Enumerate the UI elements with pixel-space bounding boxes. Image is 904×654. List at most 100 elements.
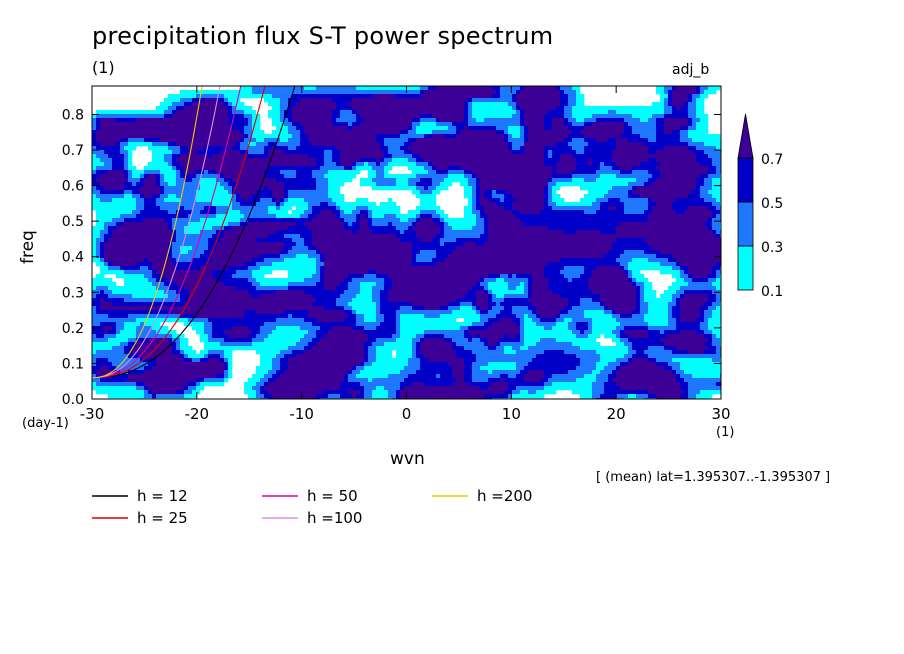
field-cell	[284, 102, 289, 107]
field-cell	[312, 206, 317, 211]
field-cell	[376, 222, 381, 227]
field-cell	[688, 106, 693, 111]
field-cell	[256, 126, 261, 131]
field-cell	[272, 94, 277, 99]
field-cell	[276, 198, 281, 203]
field-cell	[180, 210, 185, 215]
field-cell	[276, 202, 281, 207]
field-cell	[596, 118, 601, 123]
field-cell	[360, 110, 365, 115]
field-cell	[324, 118, 329, 123]
field-cell	[656, 166, 661, 171]
field-cell	[576, 134, 581, 139]
field-cell	[272, 206, 277, 211]
field-cell	[472, 110, 477, 115]
field-cell	[524, 146, 529, 151]
field-cell	[280, 206, 285, 211]
field-cell	[340, 130, 345, 135]
field-cell	[108, 194, 113, 199]
field-cell	[368, 138, 373, 143]
field-cell	[212, 222, 217, 227]
field-cell	[424, 134, 429, 139]
field-cell	[388, 202, 393, 207]
field-cell	[528, 166, 533, 171]
field-cell	[680, 98, 685, 103]
field-cell	[280, 106, 285, 111]
field-cell	[332, 94, 337, 99]
field-cell	[400, 86, 405, 91]
field-cell	[312, 218, 317, 223]
field-cell	[296, 118, 301, 123]
field-cell	[444, 94, 449, 99]
field-cell	[236, 218, 241, 223]
field-cell	[420, 142, 425, 147]
field-cell	[272, 202, 277, 207]
field-cell	[616, 114, 621, 119]
field-cell	[380, 178, 385, 183]
field-cell	[676, 178, 681, 183]
field-cell	[308, 110, 313, 115]
field-cell	[652, 202, 657, 207]
field-cell	[452, 130, 457, 135]
field-cell	[676, 150, 681, 155]
field-cell	[412, 90, 417, 95]
field-cell	[192, 102, 197, 107]
field-cell	[212, 198, 217, 203]
field-cell	[404, 138, 409, 143]
field-cell	[208, 102, 213, 107]
field-cell	[420, 94, 425, 99]
field-cell	[700, 194, 705, 199]
field-cell	[436, 166, 441, 171]
field-cell	[580, 206, 585, 211]
field-cell	[628, 110, 633, 115]
field-cell	[432, 86, 437, 91]
field-cell	[648, 194, 653, 199]
field-cell	[116, 162, 121, 167]
field-cell	[288, 218, 293, 223]
field-cell	[584, 114, 589, 119]
field-cell	[452, 126, 457, 131]
field-cell	[176, 110, 181, 115]
field-cell	[228, 122, 233, 127]
field-cell	[560, 106, 565, 111]
field-cell	[524, 130, 529, 135]
field-cell	[416, 174, 421, 179]
field-cell	[416, 114, 421, 119]
field-cell	[584, 158, 589, 163]
field-cell	[612, 130, 617, 135]
field-cell	[640, 110, 645, 115]
field-cell	[160, 110, 165, 115]
field-cell	[596, 182, 601, 187]
field-cell	[504, 86, 509, 91]
field-cell	[380, 102, 385, 107]
field-cell	[604, 146, 609, 151]
field-cell	[672, 114, 677, 119]
field-cell	[596, 122, 601, 127]
field-cell	[668, 178, 673, 183]
field-cell	[280, 174, 285, 179]
field-cell	[548, 110, 553, 115]
field-cell	[288, 102, 293, 107]
field-cell	[100, 194, 105, 199]
field-cell	[300, 150, 305, 155]
field-cell	[668, 198, 673, 203]
field-cell	[476, 170, 481, 175]
field-cell	[196, 210, 201, 215]
field-cell	[680, 186, 685, 191]
field-cell	[560, 166, 565, 171]
field-cell	[580, 222, 585, 227]
field-cell	[372, 118, 377, 123]
field-cell	[212, 90, 217, 95]
field-cell	[332, 178, 337, 183]
field-cell	[308, 114, 313, 119]
field-cell	[312, 150, 317, 155]
field-cell	[116, 214, 121, 219]
field-cell	[172, 110, 177, 115]
field-cell	[316, 94, 321, 99]
field-cell	[280, 126, 285, 131]
field-cell	[272, 154, 277, 159]
field-cell	[160, 154, 165, 159]
field-cell	[636, 198, 641, 203]
field-cell	[660, 206, 665, 211]
field-cell	[96, 178, 101, 183]
